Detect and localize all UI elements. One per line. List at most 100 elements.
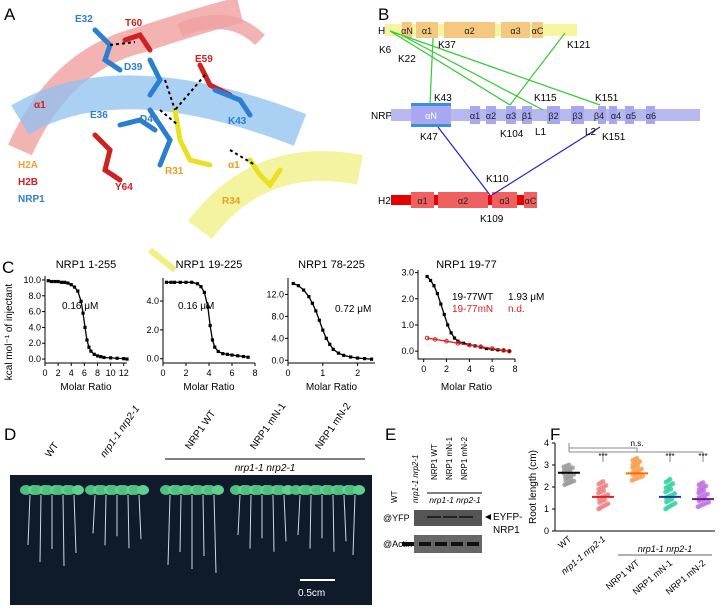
domain-box [492, 192, 517, 208]
site-label: K43 [434, 93, 452, 104]
root [92, 494, 96, 534]
data-point [85, 338, 89, 342]
domain-box [571, 106, 584, 124]
root [283, 494, 287, 542]
y-tick-label: 0.0 [271, 355, 284, 365]
data-point [184, 280, 188, 284]
residue-label: D39 [124, 62, 143, 73]
itc-plot: NRP1 19-225 Molar Ratio 0 2 4 6 8 0.0 2.0 4.0 0.16… [146, 259, 257, 393]
data-point [324, 336, 328, 340]
y-tick-label: 4.0 [146, 296, 159, 306]
domain-label: α1 [417, 196, 427, 206]
significance-label: *** [698, 452, 707, 461]
site-label: K110 [486, 174, 509, 185]
crosslink-line [404, 36, 544, 111]
band [467, 542, 479, 546]
domain-box [444, 22, 495, 38]
data-point [605, 501, 611, 507]
site-label: K121 [567, 40, 591, 51]
x-tick-label: 4 [206, 368, 211, 378]
panel-label-f: F [550, 425, 560, 444]
kd-value: 0.72 μM [335, 304, 371, 315]
scale-bar-label: 0.5cm [298, 588, 325, 599]
legend-label: NRP1 [18, 194, 45, 205]
domain-box [646, 106, 655, 124]
band-label: EYFP- [493, 512, 522, 523]
y-tick-label: 2 [544, 482, 549, 492]
data-point [296, 284, 301, 288]
root [297, 494, 301, 536]
data-point [449, 331, 453, 335]
x-tick-label: 8 [252, 368, 257, 378]
data-point [115, 356, 119, 360]
domain-label: αC [532, 26, 544, 36]
data-point [79, 299, 83, 303]
data-point [432, 337, 438, 342]
data-point [310, 301, 314, 305]
itc-plot: NRP1 19-77 Molar Ratio 0 2 4 6 8 0.0 1.0 2.0 3.0 19… [401, 259, 544, 393]
data-point [321, 328, 325, 332]
y-tick-label: 0 [544, 526, 549, 536]
seedling-photo: 0.5cm [10, 475, 372, 605]
root [309, 494, 312, 549]
root [138, 494, 142, 540]
data-point [501, 348, 506, 353]
y-axis-label: Root length (cm) [528, 450, 539, 524]
blot-actin [414, 535, 482, 553]
data-point [314, 309, 318, 313]
band [427, 516, 441, 518]
data-point [53, 279, 57, 284]
y-tick-label: 0.0 [28, 354, 41, 364]
domain-label: α1 [470, 111, 480, 121]
root [179, 494, 182, 553]
site-label: K104 [500, 129, 524, 140]
itc-plot: NRP1 1-255 Molar Ratio 0 2 4 6 8 10 12 0.0 2.0 4.0 6… [4, 259, 129, 393]
data-point [216, 349, 220, 354]
data-point [362, 357, 367, 361]
domain-label: β4 [594, 111, 604, 121]
x-tick-label: 6 [229, 368, 234, 378]
x-tick-label: 6 [82, 368, 87, 378]
site-label: K109 [480, 214, 504, 225]
data-point [307, 295, 311, 299]
data-point [69, 283, 73, 287]
domain-label: β1 [522, 111, 532, 121]
lane-label: NRP1 WT [430, 444, 439, 480]
legend-label: 19-77mN [452, 304, 493, 315]
data-point [672, 500, 678, 506]
crosslink-line [389, 30, 601, 106]
data-point [172, 280, 177, 284]
significance-label: *** [598, 452, 607, 461]
data-point [637, 459, 643, 464]
data-point [635, 463, 641, 469]
domain-box [524, 192, 537, 208]
x-tick-label: 0 [285, 368, 290, 378]
plot-title: NRP1 1-255 [56, 259, 117, 271]
domain-label: α5 [626, 111, 636, 121]
data-point [342, 353, 346, 357]
cotyledon [72, 485, 84, 495]
data-point [703, 483, 709, 489]
panel-label-a: A [4, 5, 16, 24]
site-label: K115 [534, 93, 557, 104]
domain-label: α1 [422, 26, 432, 36]
crosslink-line [389, 30, 511, 106]
root [127, 494, 130, 549]
domain-box [470, 106, 480, 124]
group-label: nrp1-1 nrp2-1 [235, 463, 296, 474]
root [39, 494, 42, 563]
domain-label: β2 [548, 111, 558, 121]
domain-box [411, 106, 451, 124]
crosslink-line [429, 37, 434, 105]
band [402, 542, 414, 546]
kd-value: 0.16 μM [178, 301, 214, 312]
root [27, 494, 31, 546]
root [202, 494, 205, 557]
plot-title: NRP1 78-225 [298, 259, 365, 271]
data-point [99, 355, 103, 359]
domain-box [609, 106, 617, 124]
data-point [605, 492, 611, 497]
domain-label: α6 [646, 111, 656, 121]
data-point [442, 312, 446, 317]
data-point [462, 341, 466, 345]
